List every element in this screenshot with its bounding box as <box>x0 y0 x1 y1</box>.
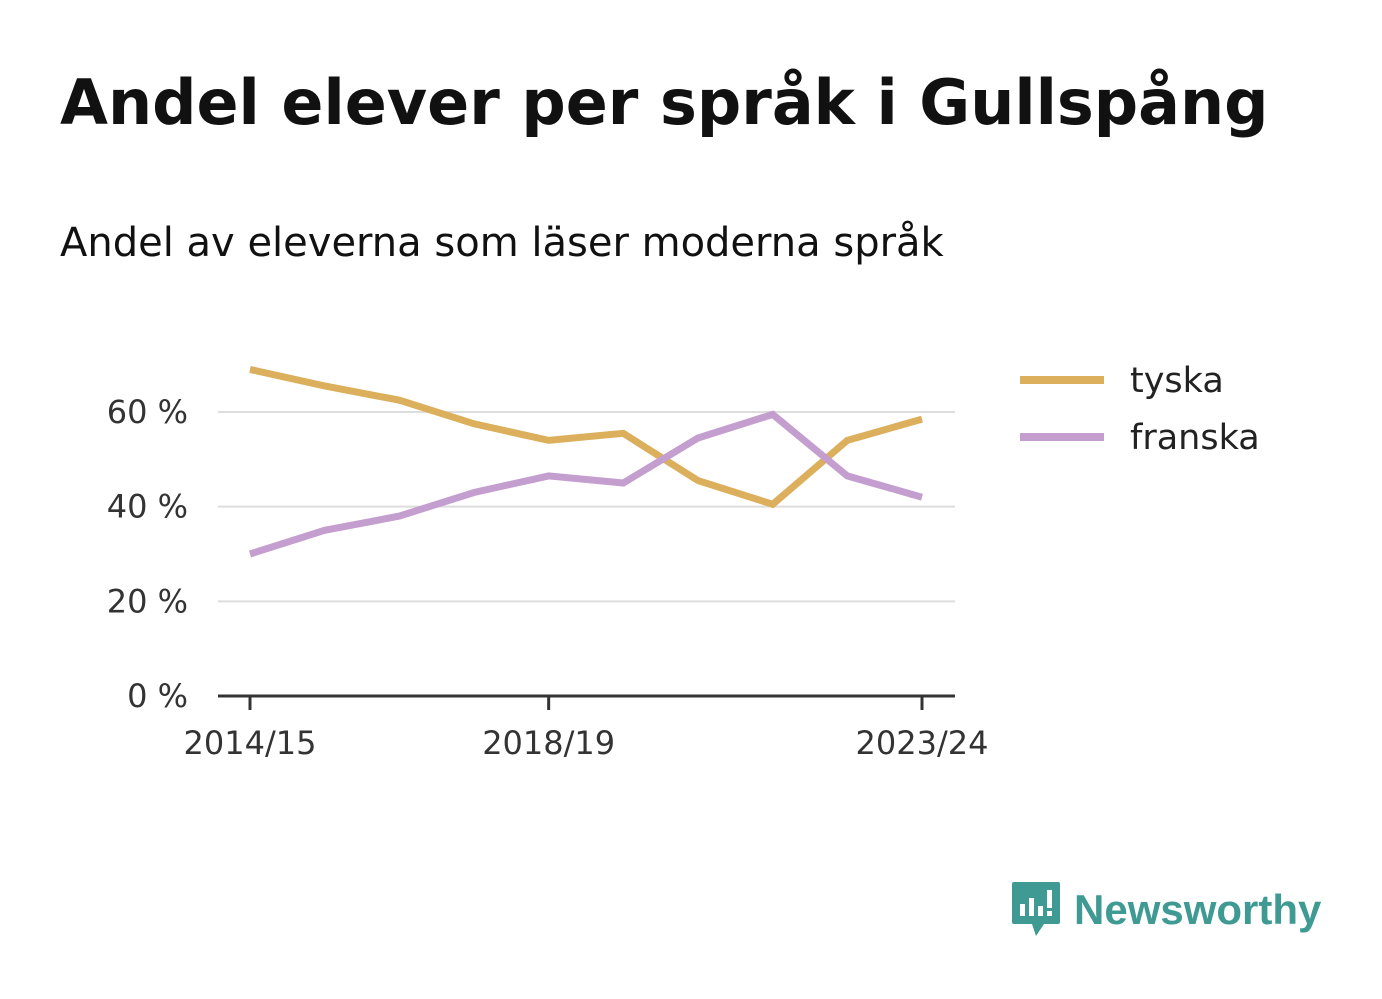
y-axis-ticks: 0 % 20 % 40 % 60 % <box>107 393 188 715</box>
brand-name: Newsworthy <box>1074 886 1322 933</box>
y-tick-label: 0 % <box>127 677 188 715</box>
x-tick-label: 2023/24 <box>856 724 989 762</box>
y-tick-label: 60 % <box>107 393 188 431</box>
x-axis-ticks: 2014/15 2018/19 2023/24 <box>184 696 989 762</box>
y-tick-label: 40 % <box>107 488 188 526</box>
legend-label-tyska: tyska <box>1130 361 1224 401</box>
x-tick-label: 2014/15 <box>184 724 317 762</box>
chart-title: Andel elever per språk i Gullspång <box>60 66 1269 139</box>
series-line-tyska <box>249 365 923 509</box>
legend: tyska franska <box>1020 361 1260 458</box>
newsworthy-logo-icon <box>1012 882 1060 936</box>
legend-label-franska: franska <box>1130 418 1260 458</box>
y-tick-label: 20 % <box>107 582 188 620</box>
chart-subtitle: Andel av eleverna som läser moderna språ… <box>60 220 944 266</box>
series-line-franska <box>248 410 923 558</box>
series-lines <box>248 365 923 558</box>
brand-logo: Newsworthy <box>1010 880 1321 940</box>
grid-lines <box>218 411 955 603</box>
x-tick-label: 2018/19 <box>482 724 615 762</box>
